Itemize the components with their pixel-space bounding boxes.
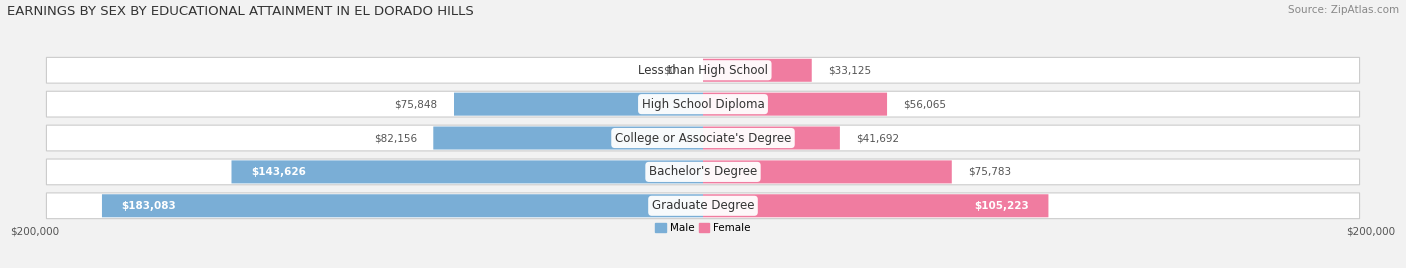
Text: $82,156: $82,156 <box>374 133 416 143</box>
FancyBboxPatch shape <box>703 160 952 183</box>
Text: $75,848: $75,848 <box>395 99 437 109</box>
Text: $56,065: $56,065 <box>904 99 946 109</box>
FancyBboxPatch shape <box>232 160 703 183</box>
Text: $75,783: $75,783 <box>969 167 1011 177</box>
FancyBboxPatch shape <box>703 59 811 82</box>
Text: $105,223: $105,223 <box>974 201 1029 211</box>
FancyBboxPatch shape <box>703 194 1049 217</box>
Text: College or Associate's Degree: College or Associate's Degree <box>614 132 792 144</box>
FancyBboxPatch shape <box>433 126 703 150</box>
Text: $41,692: $41,692 <box>856 133 900 143</box>
FancyBboxPatch shape <box>46 193 1360 219</box>
FancyBboxPatch shape <box>46 125 1360 151</box>
Legend: Male, Female: Male, Female <box>651 219 755 237</box>
Text: High School Diploma: High School Diploma <box>641 98 765 111</box>
Text: Source: ZipAtlas.com: Source: ZipAtlas.com <box>1288 5 1399 15</box>
Text: $33,125: $33,125 <box>828 65 872 75</box>
Text: EARNINGS BY SEX BY EDUCATIONAL ATTAINMENT IN EL DORADO HILLS: EARNINGS BY SEX BY EDUCATIONAL ATTAINMEN… <box>7 5 474 18</box>
FancyBboxPatch shape <box>103 194 703 217</box>
Text: Graduate Degree: Graduate Degree <box>652 199 754 212</box>
Text: Less than High School: Less than High School <box>638 64 768 77</box>
FancyBboxPatch shape <box>454 93 703 116</box>
Text: $183,083: $183,083 <box>122 201 176 211</box>
FancyBboxPatch shape <box>46 57 1360 83</box>
FancyBboxPatch shape <box>703 126 839 150</box>
FancyBboxPatch shape <box>46 159 1360 185</box>
Text: $200,000: $200,000 <box>1347 227 1396 237</box>
Text: $0: $0 <box>664 65 676 75</box>
FancyBboxPatch shape <box>703 93 887 116</box>
FancyBboxPatch shape <box>46 91 1360 117</box>
Text: $200,000: $200,000 <box>10 227 59 237</box>
Text: Bachelor's Degree: Bachelor's Degree <box>650 165 756 178</box>
Text: $143,626: $143,626 <box>252 167 307 177</box>
